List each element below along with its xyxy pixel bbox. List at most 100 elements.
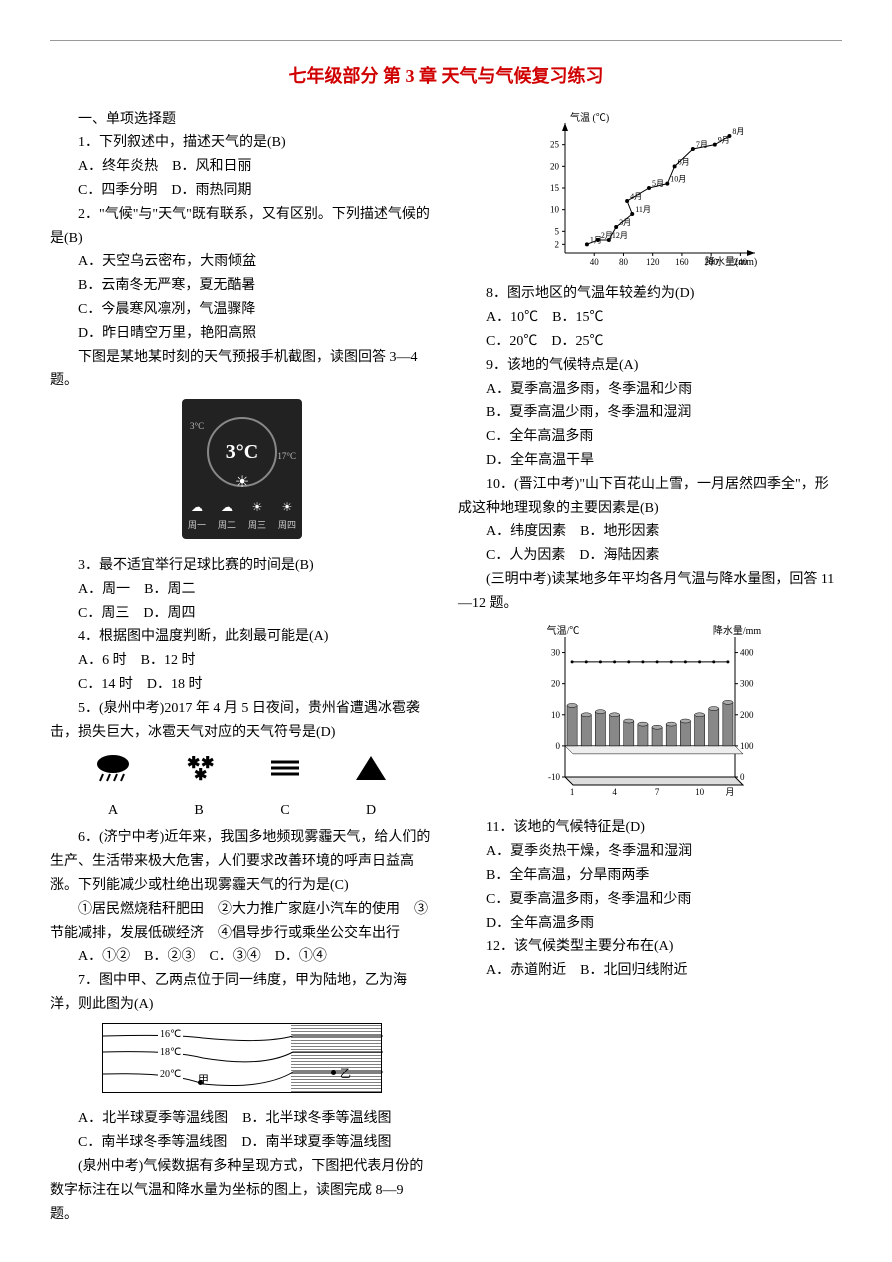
q6-items: ①居民燃烧秸秆肥田 ②大力推广家庭小汽车的使用 ③节能减排，发展低碳经济 ④倡导… [50,898,434,946]
q3-stem: 3．最不适宜举行足球比赛的时间是(B) [50,554,434,578]
phone-screenshot: 3°C 17°C 3°C ☀ ☁周一 ☁周二 ☀周三 ☀周四 [50,399,434,548]
q3-opts2: C．周三 D．周四 [50,602,434,626]
svg-text:11月: 11月 [635,205,651,214]
svg-text:10月: 10月 [670,174,686,183]
iso-18: 18℃ [158,1044,183,1061]
svg-text:0: 0 [556,740,561,750]
svg-text:30: 30 [551,647,561,657]
q1-opts: A．终年炎热 B．风和日丽 [50,155,434,179]
svg-text:7: 7 [655,787,660,797]
q7-stem: 7．图中甲、乙两点位于同一纬度，甲为陆地，乙为海洋，则此图为(A) [50,969,434,1017]
q8-stem: 8．图示地区的气温年较差约为(D) [458,282,842,306]
snow-icon: ✱✱✱ [169,752,229,796]
q1-stem: 1．下列叙述中，描述天气的是(B) [50,131,434,155]
weather-symbols: ✱✱✱ [50,752,434,796]
svg-text:8月: 8月 [732,127,744,136]
svg-text:2: 2 [555,239,560,249]
svg-text:月: 月 [725,787,734,797]
q4-stem: 4．根据图中温度判断，此刻最可能是(A) [50,625,434,649]
svg-text:5: 5 [555,226,560,236]
q11-b: B．全年高温，分旱雨两季 [458,864,842,888]
q5-stem: 5．(泉州中考)2017 年 4 月 5 日夜间，贵州省遭遇冰雹袭击，损失巨大，… [50,697,434,745]
intro-q89: (泉州中考)气候数据有多种呈现方式，下图把代表月份的数字标注在以气温和降水量为坐… [50,1155,434,1226]
q8-opts2: C．20℃ D．25℃ [458,330,842,354]
svg-text:7月: 7月 [696,140,708,149]
q7-a: A．北半球夏季等温线图 B．北半球冬季等温线图 [50,1107,434,1131]
day-mon: ☁周一 [188,497,206,533]
isotherm-map: 16℃ 18℃ 20℃ 甲 乙 [50,1023,434,1102]
svg-text:12月: 12月 [612,231,628,240]
iso-20: 20℃ [158,1066,183,1083]
svg-text:40: 40 [590,257,600,267]
svg-text:10: 10 [550,204,560,214]
svg-text:300: 300 [740,678,754,688]
q9-stem: 9．该地的气候特点是(A) [458,354,842,378]
label-yi: 乙 [340,1065,351,1084]
q7-c: C．南半球冬季等温线图 D．南半球夏季等温线图 [50,1131,434,1155]
svg-text:3月: 3月 [619,218,631,227]
q11-d: D．全年高温多雨 [458,912,842,936]
svg-text:4月: 4月 [630,192,642,201]
q2-stem: 2．"气候"与"天气"既有联系，又有区别。下列描述气候的是(B) [50,203,434,251]
q1-opts2: C．四季分明 D．雨热同期 [50,179,434,203]
q11-c: C．夏季高温多雨，冬季温和少雨 [458,888,842,912]
q2-d: D．昨日晴空万里，艳阳高照 [50,322,434,346]
svg-text:4: 4 [612,787,617,797]
q9-c: C．全年高温多雨 [458,425,842,449]
svg-text:20: 20 [550,161,560,171]
fog-icon [255,752,315,796]
dot-yi [331,1070,336,1075]
rain-icon [83,752,143,796]
sun-icon: ☀ [235,469,249,496]
hail-icon [341,752,401,796]
svg-text:5月: 5月 [652,179,664,188]
svg-text:80: 80 [619,257,629,267]
q9-a: A．夏季高温多雨，冬季温和少雨 [458,378,842,402]
q12-stem: 12．该气候类型主要分布在(A) [458,935,842,959]
climograph: 气温/℃降水量/mm-100102030010020030040014710月 [458,622,842,811]
q10-stem: 10．(晋江中考)"山下百花山上雪，一月居然四季全"，形成这种地理现象的主要因素… [458,473,842,521]
day-tue: ☁周二 [218,497,236,533]
content-columns: 一、单项选择题 1．下列叙述中，描述天气的是(B) A．终年炎热 B．风和日丽 … [50,108,842,1228]
temp-max: 17°C [277,449,296,464]
day-wed: ☀周三 [248,497,266,533]
svg-text:200: 200 [740,709,754,719]
section-heading: 一、单项选择题 [50,108,434,132]
q6-stem: 6．(济宁中考)近年来，我国多地频现雾霾天气，给人们的生产、生活带来极大危害，人… [50,826,434,897]
q11-stem: 11．该地的气候特征是(D) [458,816,842,840]
svg-text:10: 10 [695,787,705,797]
svg-text:0: 0 [740,772,745,782]
q10-opts2: C．人为因素 D．海陆因素 [458,544,842,568]
page-title: 七年级部分 第 3 章 天气与气候复习练习 [50,61,842,92]
svg-text:160: 160 [675,257,689,267]
svg-text:20: 20 [551,678,561,688]
q2-a: A．天空乌云密布，大雨倾盆 [50,250,434,274]
svg-text:✱: ✱ [194,767,207,782]
q2-b: B．云南冬无严寒，夏无酷暑 [50,274,434,298]
svg-text:气温/℃: 气温/℃ [547,624,580,637]
q4-opts: A．6 时 B．12 时 [50,649,434,673]
svg-text:降水量(mm): 降水量(mm) [705,255,757,268]
q11-a: A．夏季炎热干燥，冬季温和湿润 [458,840,842,864]
intro-q1112: (三明中考)读某地多年平均各月气温与降水量图，回答 11—12 题。 [458,568,842,616]
q8-opts: A．10℃ B．15℃ [458,306,842,330]
svg-text:6月: 6月 [678,157,690,166]
q9-b: B．夏季高温少雨，冬季温和湿润 [458,401,842,425]
day-thu: ☀周四 [278,497,296,533]
svg-text:1: 1 [570,787,575,797]
q12-opts: A．赤道附近 B．北回归线附近 [458,959,842,983]
weather-labels: ABCD [50,799,434,823]
q10-opts: A．纬度因素 B．地形因素 [458,520,842,544]
temp-min: 3°C [190,419,204,434]
svg-text:25: 25 [550,139,560,149]
label-jia: 甲 [198,1071,209,1090]
q6-opts: A．①② B．②③ C．③④ D．①④ [50,945,434,969]
q9-d: D．全年高温干旱 [458,449,842,473]
q2-c: C．今晨寒风凛冽，气温骤降 [50,298,434,322]
svg-text:400: 400 [740,647,754,657]
svg-text:气温 (℃): 气温 (℃) [570,111,609,124]
iso-16: 16℃ [158,1026,183,1043]
q4-opts2: C．14 时 D．18 时 [50,673,434,697]
svg-text:120: 120 [646,257,660,267]
intro-q34: 下图是某地某时刻的天气预报手机截图，读图回答 3—4 题。 [50,346,434,394]
